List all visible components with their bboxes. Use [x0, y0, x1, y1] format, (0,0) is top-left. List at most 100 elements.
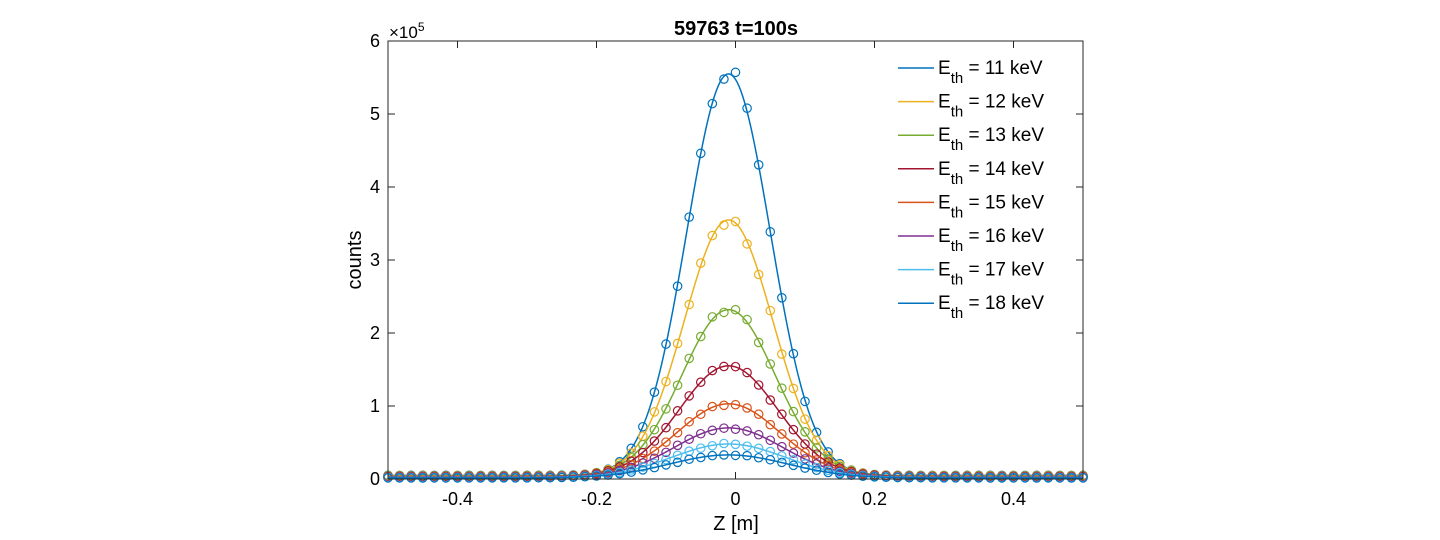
legend-label-symbol: E: [938, 260, 951, 281]
data-point: [742, 441, 752, 451]
legend-item: Eth = 12 keV: [898, 92, 1044, 121]
y-tick-label: 4: [370, 177, 380, 197]
data-point: [649, 462, 660, 473]
data-point: [672, 281, 683, 291]
legend-label-symbol: E: [938, 125, 951, 146]
y-tick-label: 1: [370, 396, 380, 416]
legend-label: Eth = 17 keV: [938, 260, 1044, 289]
data-point: [695, 331, 706, 342]
data-point: [545, 472, 555, 483]
data-point: [800, 463, 810, 473]
data-point: [510, 473, 521, 483]
data-point: [394, 473, 405, 483]
data-point: [753, 452, 764, 463]
data-point: [1043, 473, 1054, 483]
data-point: [742, 367, 752, 378]
legend-item: Eth = 16 keV: [898, 226, 1044, 255]
data-point: [777, 441, 787, 452]
data-point: [788, 460, 799, 471]
x-tick-label: -0.2: [581, 489, 612, 509]
legend: Eth = 11 keV Eth = 12 keV Eth = 13 keV Eth …: [898, 58, 1044, 322]
data-point: [765, 419, 776, 430]
data-point: [788, 439, 799, 449]
data-point: [638, 462, 648, 472]
data-point: [800, 414, 810, 424]
data-point: [707, 401, 718, 412]
data-point: [800, 427, 810, 437]
data-point: [475, 473, 486, 483]
series-line: [388, 454, 1083, 479]
legend-label-subscript: th: [951, 137, 964, 154]
data-point: [916, 472, 926, 483]
data-point: [730, 399, 741, 410]
data-point: [638, 465, 648, 475]
data-point: [765, 227, 776, 237]
data-point: [823, 460, 833, 471]
legend-label-value: = 16 keV: [963, 226, 1044, 247]
data-point: [777, 349, 787, 359]
data-point: [834, 469, 845, 479]
data-point: [695, 452, 706, 463]
data-point: [661, 376, 671, 387]
data-point: [672, 457, 683, 468]
data-point: [788, 424, 799, 435]
data-point: [753, 380, 764, 390]
data-point: [707, 230, 718, 241]
data-point: [695, 377, 706, 387]
data-point: [441, 473, 451, 483]
legend-label-subscript: th: [951, 171, 964, 188]
x-tick-label: -0.4: [442, 489, 473, 509]
data-point: [684, 391, 694, 401]
data-point: [672, 427, 683, 438]
data-point: [661, 454, 671, 465]
data-point: [753, 429, 764, 440]
data-point: [452, 473, 463, 483]
legend-label: Eth = 11 keV: [938, 58, 1043, 87]
legend-label: Eth = 15 keV: [938, 192, 1044, 221]
data-point: [788, 406, 799, 417]
legend-item: Eth = 15 keV: [898, 192, 1044, 221]
data-point: [811, 443, 822, 453]
data-point: [719, 438, 729, 449]
data-point: [800, 447, 810, 458]
data-point: [1055, 473, 1065, 483]
data-point: [788, 348, 799, 359]
legend-label: Eth = 18 keV: [938, 293, 1044, 322]
data-point: [649, 424, 660, 435]
data-point: [881, 472, 891, 483]
y-tick-label: 3: [370, 250, 380, 270]
data-point: [649, 387, 660, 397]
data-point: [684, 416, 694, 427]
data-point: [730, 439, 741, 450]
data-point: [568, 472, 579, 483]
data-point: [649, 407, 660, 417]
data-point: [638, 421, 648, 432]
data-point: [719, 307, 729, 318]
x-axis-label: Z [m]: [713, 513, 759, 535]
legend-item: Eth = 14 keV: [898, 159, 1044, 188]
data-point: [742, 450, 752, 461]
data-point: [626, 459, 637, 470]
legend-label-value: = 13 keV: [963, 125, 1044, 146]
data-point: [1008, 473, 1019, 483]
data-point: [707, 312, 718, 322]
y-tick-label: 5: [370, 104, 380, 124]
data-point: [742, 314, 752, 325]
legend-label-value: = 18 keV: [963, 293, 1044, 314]
data-point: [765, 454, 776, 465]
legend-label-symbol: E: [938, 293, 951, 314]
data-point: [788, 455, 799, 465]
data-point: [661, 437, 671, 447]
data-point: [707, 450, 718, 461]
legend-label-value: = 11 keV: [963, 58, 1043, 79]
data-point: [753, 337, 764, 348]
legend-label-symbol: E: [938, 226, 951, 247]
data-point: [811, 449, 822, 459]
series-8: [383, 450, 1088, 483]
data-point: [765, 395, 776, 405]
data-point: [684, 353, 694, 364]
data-point: [892, 472, 903, 483]
data-point: [800, 396, 810, 407]
